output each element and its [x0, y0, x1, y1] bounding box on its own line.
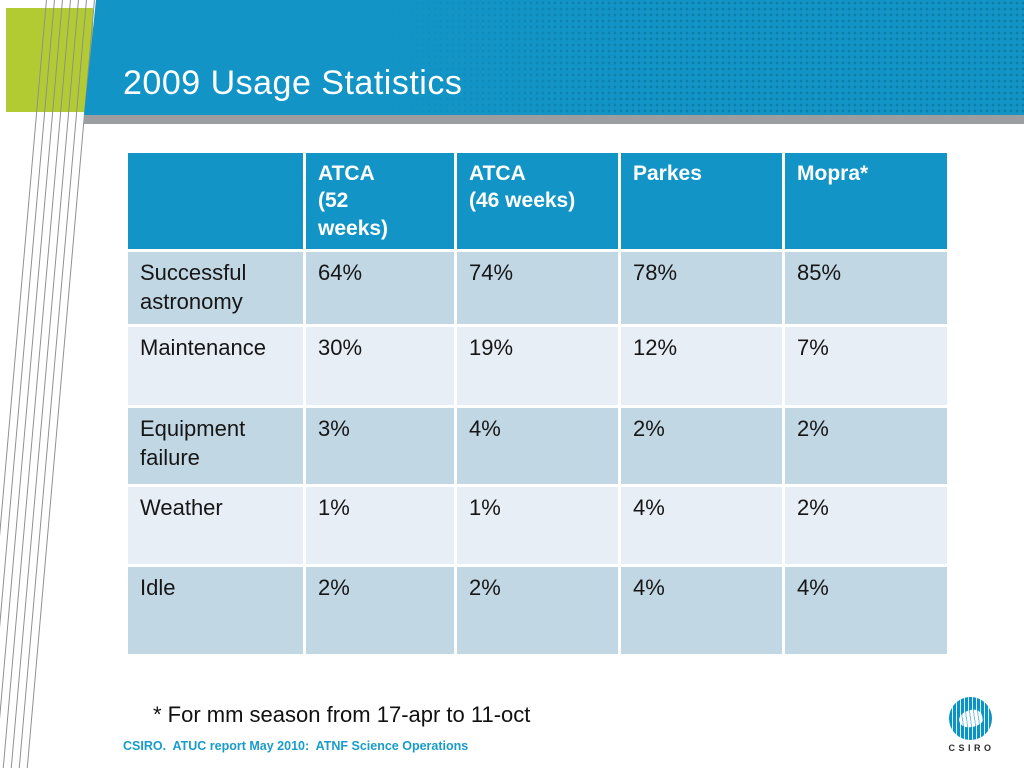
table-header-atca52: ATCA (52 weeks): [306, 153, 454, 249]
value-cell: 64%: [306, 252, 454, 324]
value-cell: 12%: [621, 327, 782, 405]
credit-line: CSIRO. ATUC report May 2010: ATNF Scienc…: [123, 739, 469, 753]
value-cell: 2%: [306, 567, 454, 654]
row-label-cell: Equipment failure: [128, 408, 303, 484]
value-cell: 19%: [457, 327, 618, 405]
table-header-mopra: Mopra*: [785, 153, 947, 249]
pinstripe-line: [0, 0, 48, 768]
value-cell: 74%: [457, 252, 618, 324]
csiro-logo-text: CSIRO: [948, 743, 995, 753]
title-band: [84, 0, 1024, 115]
pinstripe-line: [0, 0, 56, 768]
value-cell: 2%: [785, 408, 947, 484]
table-header-parkes: Parkes: [621, 153, 782, 249]
value-cell: 4%: [457, 408, 618, 484]
value-cell: 1%: [457, 487, 618, 564]
row-label-cell: Maintenance: [128, 327, 303, 405]
footnote: * For mm season from 17-apr to 11-oct: [153, 702, 531, 727]
value-cell: 4%: [621, 567, 782, 654]
value-cell: 4%: [621, 487, 782, 564]
pinstripe-line: [8, 0, 88, 768]
usage-statistics-table: ATCA (52 weeks) ATCA (46 weeks) Parkes M…: [128, 153, 947, 654]
value-cell: 7%: [785, 327, 947, 405]
value-cell: 2%: [457, 567, 618, 654]
green-corner-accent: [6, 8, 93, 112]
pinstripe-line: [0, 0, 72, 768]
australia-map-icon: [957, 708, 984, 729]
value-cell: 85%: [785, 252, 947, 324]
csiro-logo: CSIRO: [944, 697, 996, 753]
value-cell: 2%: [621, 408, 782, 484]
table-header-empty: [128, 153, 303, 249]
pinstripe-line: [0, 0, 80, 768]
value-cell: 2%: [785, 487, 947, 564]
table-header-atca46: ATCA (46 weeks): [457, 153, 618, 249]
row-label-cell: Successful astronomy: [128, 252, 303, 324]
value-cell: 30%: [306, 327, 454, 405]
slide-title: 2009 Usage Statistics: [123, 64, 463, 102]
value-cell: 4%: [785, 567, 947, 654]
row-label-cell: Weather: [128, 487, 303, 564]
value-cell: 1%: [306, 487, 454, 564]
row-label-cell: Idle: [128, 567, 303, 654]
value-cell: 3%: [306, 408, 454, 484]
csiro-logo-circle: [948, 697, 992, 740]
value-cell: 78%: [621, 252, 782, 324]
title-underline-bar: [84, 115, 1024, 124]
pinstripe-line: [0, 0, 64, 768]
